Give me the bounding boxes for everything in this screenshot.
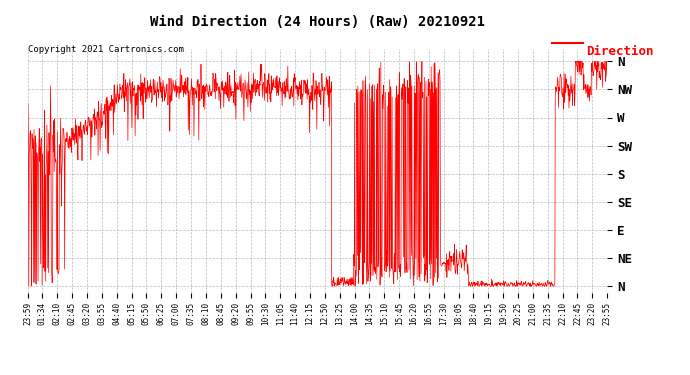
Text: Wind Direction (24 Hours) (Raw) 20210921: Wind Direction (24 Hours) (Raw) 20210921 bbox=[150, 15, 485, 29]
Text: Copyright 2021 Cartronics.com: Copyright 2021 Cartronics.com bbox=[28, 45, 184, 54]
Text: Direction: Direction bbox=[586, 45, 654, 58]
